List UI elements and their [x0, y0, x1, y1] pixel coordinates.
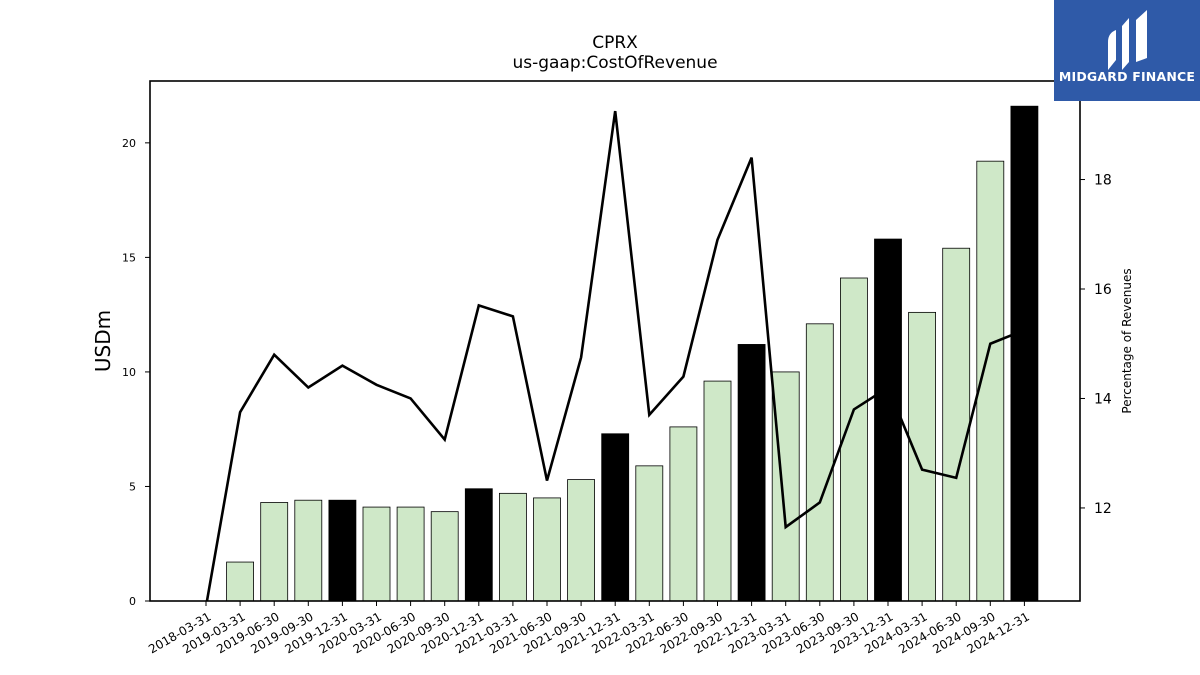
bar	[294, 499, 323, 602]
bar	[703, 380, 732, 602]
y2-tick-label: 16	[1094, 282, 1112, 298]
bar	[669, 426, 698, 602]
y2-tick-label: 18	[1094, 173, 1112, 189]
y-tick-label: 5	[129, 480, 136, 493]
chart-subtitle: us-gaap:CostOfRevenue	[512, 53, 717, 73]
y-axis-label: USDm	[91, 310, 115, 372]
bar	[771, 371, 800, 602]
bar	[908, 311, 936, 602]
midgard-logo-icon	[1108, 10, 1147, 70]
bar	[430, 511, 459, 602]
brand-name: MIDGARD FINANCE	[1058, 69, 1196, 84]
bar	[533, 497, 561, 602]
y2-axis-label: Percentage of Revenues	[1120, 268, 1134, 413]
bar	[635, 465, 664, 602]
bar	[362, 506, 391, 602]
bar	[942, 247, 971, 602]
y-tick-label: 20	[122, 137, 136, 150]
bar	[464, 488, 493, 602]
midgard-finance-logo: MIDGARD FINANCE	[1054, 0, 1200, 101]
bar-series	[226, 105, 1039, 602]
bar	[1010, 105, 1039, 602]
bar	[226, 561, 255, 602]
y-tick-label: 15	[122, 251, 136, 264]
y2-tick-label: 12	[1094, 501, 1112, 517]
bar	[567, 479, 595, 602]
bar	[874, 238, 902, 602]
line-series	[205, 110, 1025, 601]
bar	[737, 344, 766, 602]
bar	[328, 499, 357, 602]
bar	[601, 433, 630, 602]
bar	[805, 323, 834, 602]
bar	[260, 502, 289, 602]
chart-title: CPRX	[592, 33, 638, 53]
y2-tick-label: 14	[1094, 391, 1112, 407]
bar	[840, 277, 868, 602]
y-tick-label: 10	[122, 366, 136, 379]
percentage-line	[205, 110, 1025, 601]
bar	[396, 506, 425, 602]
y-tick-label: 0	[129, 595, 136, 608]
bar	[498, 492, 527, 602]
